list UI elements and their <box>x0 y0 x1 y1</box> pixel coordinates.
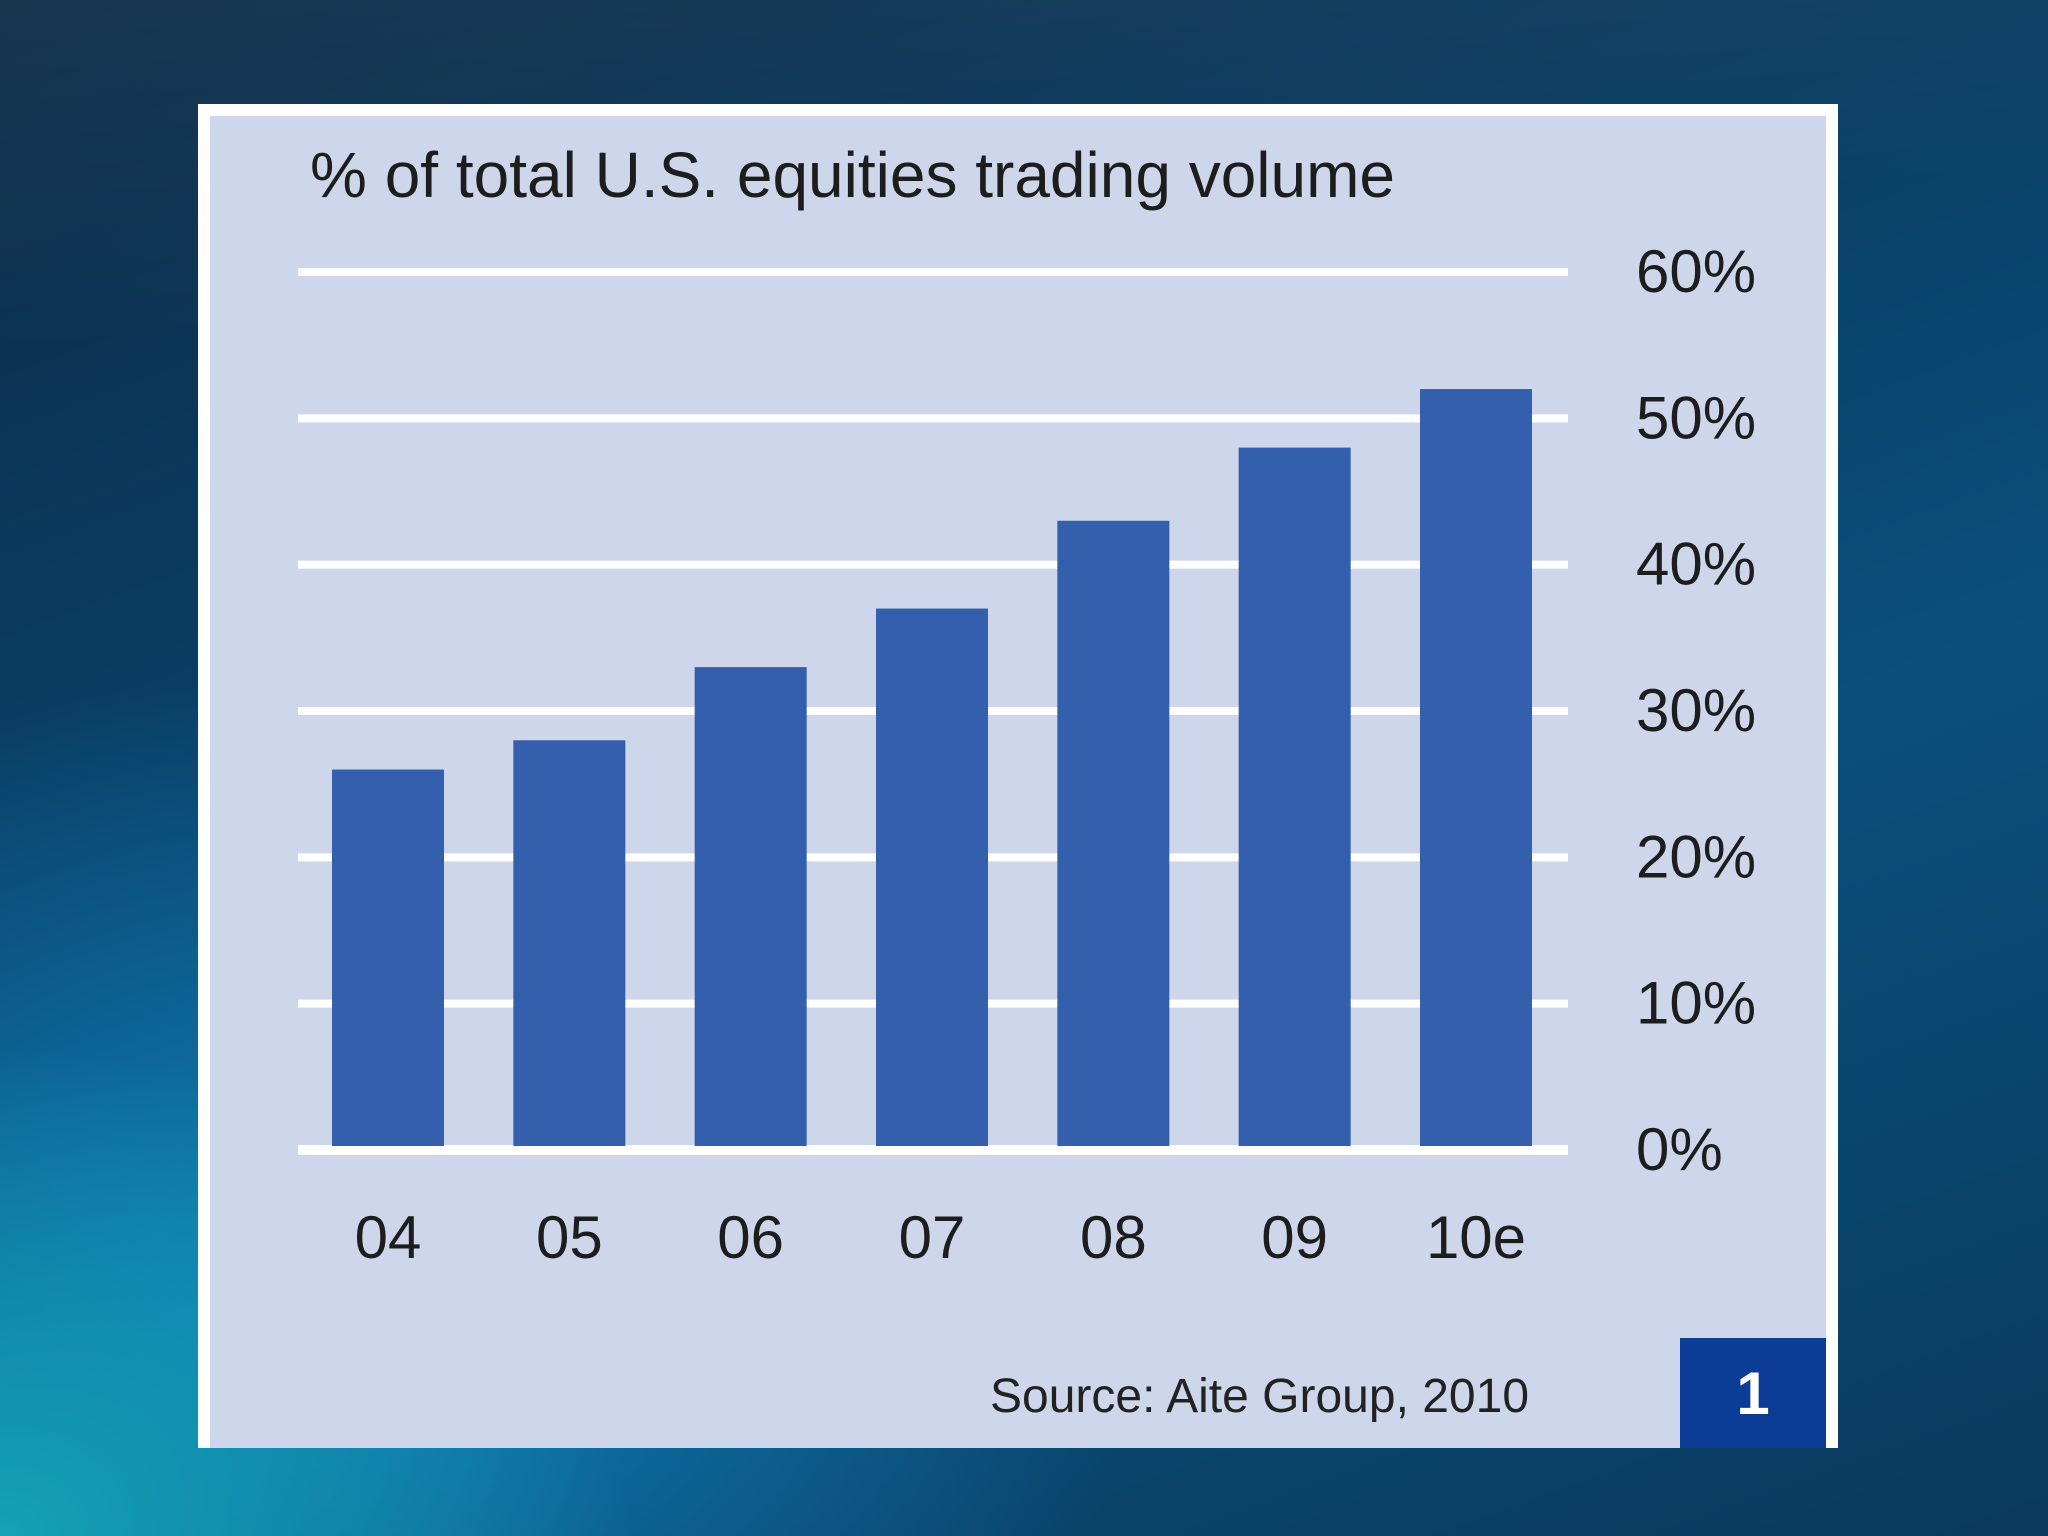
chart-card: % of total U.S. equities trading volume … <box>198 104 1838 1448</box>
x-tick-label: 09 <box>1261 1204 1328 1271</box>
bar-04 <box>332 769 444 1146</box>
bar-series <box>332 389 1532 1147</box>
bar-06 <box>694 667 807 1146</box>
x-tick-label: 04 <box>355 1204 422 1271</box>
y-tick-label: 60% <box>1636 238 1756 305</box>
y-tick-label: 40% <box>1636 531 1756 598</box>
bar-09 <box>1238 447 1351 1147</box>
bar-08 <box>1057 520 1170 1146</box>
y-tick-label: 30% <box>1636 677 1756 744</box>
figure-number-badge: 1 <box>1680 1338 1826 1448</box>
bar-10e <box>1420 389 1532 1147</box>
x-axis-ticks: 04 05 06 07 08 09 10e <box>355 1204 1526 1271</box>
y-axis-ticks: 0% 10% 20% 30% 40% 50% 60% <box>1636 238 1756 1183</box>
source-note: Source: Aite Group, 2010 <box>990 1370 1530 1423</box>
x-tick-label: 06 <box>717 1204 784 1271</box>
x-tick-label: 07 <box>899 1204 966 1271</box>
bar-chart: 0% 10% 20% 30% 40% 50% 60% 04 05 06 07 08 09 10e <box>298 238 1756 1271</box>
y-tick-label: 10% <box>1636 970 1756 1037</box>
chart-panel: % of total U.S. equities trading volume … <box>210 116 1826 1448</box>
x-tick-label: 10e <box>1426 1204 1526 1271</box>
x-tick-label: 05 <box>536 1204 603 1271</box>
bar-07 <box>876 608 988 1146</box>
y-tick-label: 20% <box>1636 823 1756 890</box>
bar-05 <box>513 740 626 1146</box>
x-tick-label: 08 <box>1080 1204 1147 1271</box>
chart-title: % of total U.S. equities trading volume <box>310 139 1395 211</box>
y-tick-label: 0% <box>1636 1116 1723 1183</box>
y-tick-label: 50% <box>1636 384 1756 451</box>
